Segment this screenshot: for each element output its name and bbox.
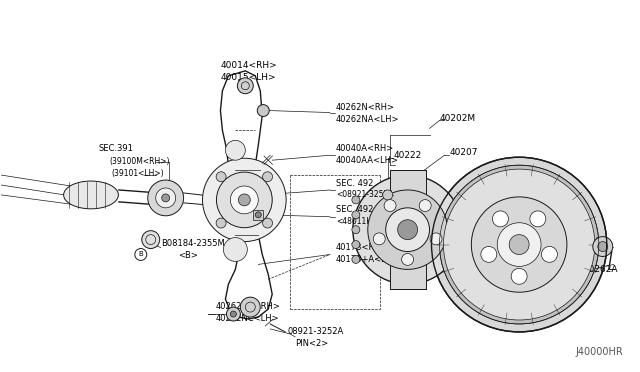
- Circle shape: [353, 175, 462, 284]
- Text: 40173<RH>: 40173<RH>: [336, 243, 388, 252]
- Text: (39101<LH>): (39101<LH>): [111, 169, 164, 177]
- Circle shape: [471, 197, 567, 292]
- Circle shape: [216, 218, 226, 228]
- Circle shape: [225, 140, 245, 160]
- Text: 40262NA<LH>: 40262NA<LH>: [336, 115, 399, 124]
- Text: 40202M: 40202M: [440, 114, 476, 123]
- Circle shape: [481, 246, 497, 262]
- Circle shape: [262, 172, 273, 182]
- Text: <B>: <B>: [179, 251, 198, 260]
- Text: 40040AA<LH>: 40040AA<LH>: [336, 156, 399, 165]
- Text: PIN<2>: PIN<2>: [295, 339, 328, 348]
- Circle shape: [530, 211, 546, 227]
- Circle shape: [202, 158, 286, 241]
- Circle shape: [598, 241, 608, 251]
- Circle shape: [230, 311, 236, 317]
- Circle shape: [148, 180, 184, 216]
- Text: 40207: 40207: [449, 148, 478, 157]
- Text: <08921-3252A>: <08921-3252A>: [336, 190, 400, 199]
- Circle shape: [431, 157, 607, 332]
- Circle shape: [237, 78, 253, 94]
- Circle shape: [257, 105, 269, 116]
- Circle shape: [262, 218, 273, 228]
- Text: 40262NB<RH>: 40262NB<RH>: [216, 302, 280, 311]
- Circle shape: [492, 211, 508, 227]
- Text: 40014<RH>: 40014<RH>: [220, 61, 277, 70]
- Circle shape: [384, 200, 396, 212]
- Circle shape: [238, 194, 250, 206]
- Ellipse shape: [63, 181, 118, 209]
- Circle shape: [352, 241, 360, 248]
- Text: (39100M<RH>): (39100M<RH>): [109, 157, 170, 166]
- Circle shape: [397, 220, 417, 240]
- Circle shape: [497, 223, 541, 266]
- Text: 40173+A<LH>: 40173+A<LH>: [336, 255, 400, 264]
- Circle shape: [216, 172, 226, 182]
- Circle shape: [142, 231, 160, 248]
- Circle shape: [352, 256, 360, 263]
- Text: 40262: 40262: [579, 237, 607, 246]
- Circle shape: [541, 246, 557, 262]
- Circle shape: [419, 200, 431, 212]
- Text: 08921-3252A: 08921-3252A: [287, 327, 344, 336]
- Circle shape: [352, 226, 360, 234]
- Text: 40222: 40222: [394, 151, 422, 160]
- Text: B08184-2355M: B08184-2355M: [161, 239, 225, 248]
- Text: SEC. 492: SEC. 492: [336, 205, 373, 214]
- Circle shape: [368, 190, 447, 269]
- Circle shape: [162, 194, 170, 202]
- Circle shape: [230, 186, 259, 214]
- Text: 40262A: 40262A: [584, 265, 618, 274]
- Circle shape: [593, 237, 612, 256]
- Circle shape: [444, 169, 595, 320]
- Text: 40262N<RH>: 40262N<RH>: [336, 103, 395, 112]
- Circle shape: [216, 172, 272, 228]
- Circle shape: [255, 212, 261, 218]
- Circle shape: [402, 253, 413, 265]
- Text: 40040A<RH>: 40040A<RH>: [336, 144, 394, 153]
- FancyBboxPatch shape: [390, 170, 426, 289]
- Text: J40000HR: J40000HR: [576, 347, 623, 357]
- Circle shape: [352, 211, 360, 219]
- Circle shape: [156, 188, 175, 208]
- Text: 40262NC<LH>: 40262NC<LH>: [216, 314, 279, 323]
- Circle shape: [511, 268, 527, 284]
- FancyBboxPatch shape: [253, 210, 263, 220]
- Text: 40015<LH>: 40015<LH>: [220, 73, 276, 82]
- Circle shape: [440, 165, 599, 324]
- Text: B: B: [138, 251, 143, 257]
- Circle shape: [373, 233, 385, 245]
- Text: SEC.391: SEC.391: [99, 144, 133, 153]
- Text: <48011H>: <48011H>: [336, 217, 378, 226]
- Circle shape: [241, 297, 260, 317]
- Circle shape: [430, 233, 442, 245]
- Circle shape: [386, 208, 429, 251]
- Circle shape: [352, 196, 360, 204]
- Circle shape: [223, 238, 247, 262]
- Circle shape: [227, 307, 241, 321]
- Text: SEC. 492: SEC. 492: [336, 179, 373, 187]
- Circle shape: [509, 235, 529, 254]
- Circle shape: [383, 190, 393, 200]
